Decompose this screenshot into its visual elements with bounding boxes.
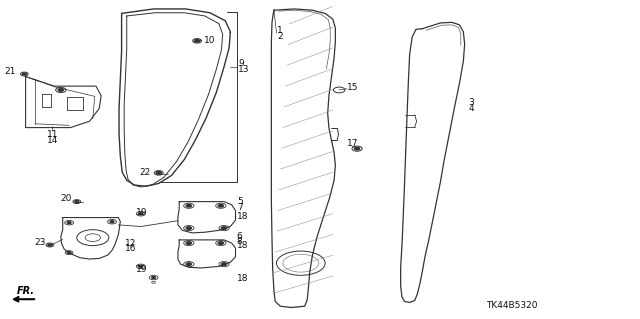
Circle shape — [186, 242, 191, 244]
Text: 5: 5 — [237, 197, 243, 206]
Circle shape — [195, 40, 200, 42]
Text: 22: 22 — [139, 168, 150, 177]
Text: 8: 8 — [237, 237, 243, 246]
Circle shape — [139, 265, 143, 267]
Circle shape — [58, 89, 63, 91]
Text: 14: 14 — [47, 136, 58, 145]
Text: 3: 3 — [468, 98, 474, 107]
Text: 7: 7 — [237, 203, 243, 212]
Text: 19: 19 — [136, 208, 147, 217]
Text: 19: 19 — [136, 265, 147, 274]
Circle shape — [355, 147, 360, 150]
Text: 16: 16 — [125, 244, 136, 253]
Circle shape — [67, 252, 71, 254]
Text: 17: 17 — [347, 139, 358, 148]
Circle shape — [221, 263, 227, 265]
Text: 18: 18 — [237, 274, 248, 283]
Circle shape — [22, 73, 26, 75]
Text: 11: 11 — [47, 130, 58, 139]
Circle shape — [186, 204, 191, 207]
Circle shape — [186, 227, 191, 229]
Text: 1: 1 — [277, 26, 283, 35]
Circle shape — [48, 244, 52, 246]
Text: TK44B5320: TK44B5320 — [486, 301, 538, 310]
Circle shape — [75, 201, 79, 203]
Text: 9: 9 — [238, 59, 244, 68]
Text: 18: 18 — [237, 212, 248, 221]
Text: 4: 4 — [468, 104, 474, 113]
Text: 18: 18 — [237, 241, 248, 250]
Circle shape — [139, 213, 143, 215]
Text: 21: 21 — [4, 67, 15, 76]
Text: 10: 10 — [204, 36, 215, 45]
Text: 12: 12 — [125, 239, 136, 248]
Text: 20: 20 — [60, 194, 72, 203]
Text: FR.: FR. — [17, 286, 35, 296]
Circle shape — [110, 221, 114, 223]
Circle shape — [186, 263, 191, 265]
Text: 6: 6 — [237, 232, 243, 241]
Circle shape — [67, 222, 71, 224]
Circle shape — [156, 172, 161, 174]
Circle shape — [218, 242, 223, 244]
Text: 23: 23 — [35, 238, 46, 247]
Circle shape — [221, 227, 227, 229]
Text: 13: 13 — [238, 65, 250, 74]
Text: 15: 15 — [347, 83, 358, 92]
Circle shape — [218, 204, 223, 207]
Text: 2: 2 — [277, 32, 283, 41]
Circle shape — [152, 277, 156, 278]
